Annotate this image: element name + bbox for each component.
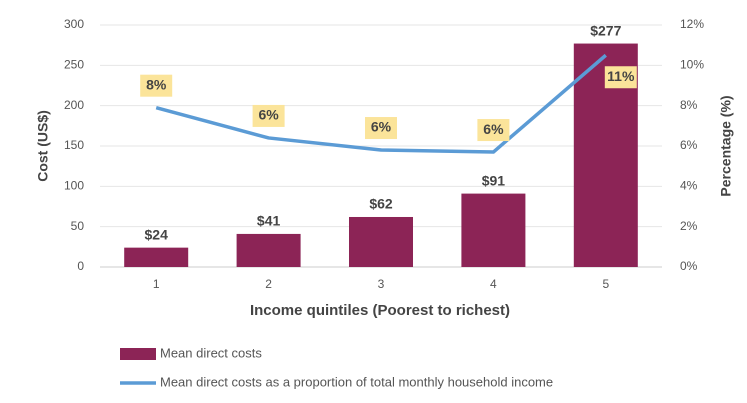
y2-tick-label: 4%: [680, 179, 698, 193]
y2-tick-label: 12%: [680, 17, 704, 31]
x-tick-label: 3: [378, 277, 385, 291]
line-label-box: [252, 104, 285, 127]
bar-value-label: $41: [257, 213, 281, 229]
bar-value-label: $24: [145, 226, 169, 242]
legend-label: Mean direct costs as a proportion of tot…: [160, 374, 553, 389]
y-tick-label: 100: [64, 179, 84, 193]
y-tick-label: 50: [71, 219, 85, 233]
line-value-label: 6%: [258, 107, 279, 123]
y-tick-label: 150: [64, 138, 84, 152]
bar-value-label: $277: [590, 22, 621, 38]
bar-value-label: $62: [369, 196, 393, 212]
line-value-label: 11%: [607, 68, 635, 84]
y-axis-title: Cost (US$): [35, 110, 51, 182]
y2-tick-label: 2%: [680, 219, 698, 233]
bar: [124, 247, 189, 267]
y-tick-label: 300: [64, 17, 84, 31]
line-label-box: [604, 66, 637, 89]
y2-axis-title: Percentage (%): [718, 95, 734, 196]
x-tick-label: 1: [153, 277, 160, 291]
line-label-box: [365, 117, 397, 140]
y2-tick-label: 0%: [680, 259, 698, 273]
x-tick-label: 2: [265, 277, 272, 291]
bar: [349, 216, 413, 267]
legend-swatch: [120, 348, 156, 360]
line-value-label: 8%: [146, 76, 167, 92]
bar: [461, 193, 526, 267]
y-tick-label: 250: [64, 58, 84, 72]
line-label-box: [477, 119, 510, 142]
y2-tick-label: 10%: [680, 58, 704, 72]
line: [155, 53, 607, 154]
x-tick-label: 4: [490, 277, 497, 291]
line-label-box: [140, 74, 173, 97]
y2-tick-label: 6%: [680, 138, 698, 152]
x-axis-title: Income quintiles (Poorest to richest): [250, 302, 510, 319]
line-value-label: 6%: [371, 119, 392, 135]
x-tick-label: 5: [602, 277, 609, 291]
bar: [236, 233, 301, 267]
y-tick-label: 0: [77, 259, 84, 273]
bar-value-label: $91: [482, 172, 506, 188]
y-tick-label: 200: [64, 98, 84, 112]
line-value-label: 6%: [483, 121, 504, 137]
y2-tick-label: 8%: [680, 98, 698, 112]
legend-label: Mean direct costs: [160, 345, 262, 360]
